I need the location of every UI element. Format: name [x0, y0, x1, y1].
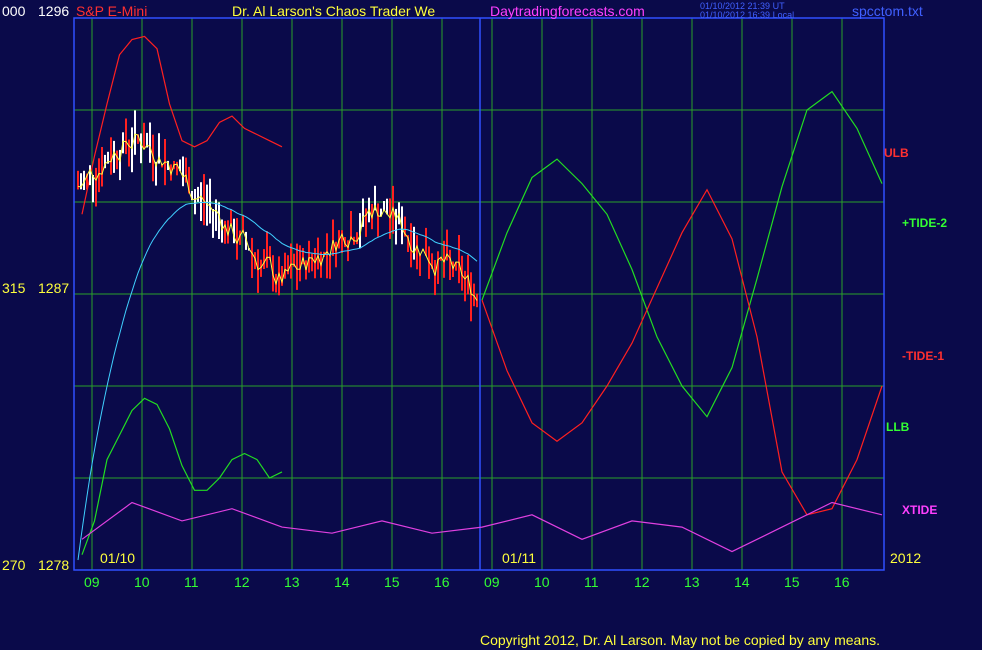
hour-tick-label: 13: [284, 574, 300, 590]
hour-tick-label: 12: [634, 574, 650, 590]
series-line--tide-2: [481, 90, 883, 418]
series-line--tide-1: [481, 188, 883, 516]
top-left-offset: 000: [2, 3, 26, 19]
series-label-xtide: XTIDE: [902, 503, 938, 517]
page-title: Dr. Al Larson's Chaos Trader We: [232, 3, 436, 19]
hour-tick-label: 11: [184, 574, 199, 590]
series-group: [81, 35, 883, 555]
date-label-day1: 01/10: [100, 550, 136, 566]
hour-tick-label: 16: [834, 574, 850, 590]
hour-tick-label: 14: [334, 574, 350, 590]
hour-tick-label: 14: [734, 574, 750, 590]
ut-timestamp: 01/10/2012 21:39 UT: [700, 1, 785, 11]
hour-tick-label: 10: [134, 574, 150, 590]
symbol-label: S&P E-Mini: [76, 3, 148, 19]
price-bars: [77, 110, 478, 561]
series-line-llb: [81, 397, 283, 555]
date-label-day2: 01/11: [502, 550, 536, 566]
series-label-tide2: +TIDE-2: [902, 216, 948, 230]
y-label-mid-offset: 315: [2, 280, 26, 296]
plot-border: [73, 17, 885, 571]
hour-tick-label: 09: [484, 574, 500, 590]
y-label-mid-price: 1287: [38, 280, 70, 296]
copyright-text: Copyright 2012, Dr. Al Larson. May not b…: [480, 632, 881, 648]
hour-tick-label: 09: [84, 574, 100, 590]
hour-tick-label: 12: [234, 574, 250, 590]
hour-tick-label: 15: [384, 574, 400, 590]
grid: [74, 18, 884, 570]
series-label-tide1: -TIDE-1: [902, 349, 944, 363]
y-label-low-offset: 270: [2, 557, 26, 573]
local-timestamp: 01/10/2012 16:39 Local: [700, 10, 795, 20]
hour-tick-label: 13: [684, 574, 700, 590]
series-label-ulb: ULB: [884, 146, 909, 160]
hour-tick-label: 15: [784, 574, 800, 590]
series-line-ulb: [81, 35, 283, 215]
y-label-low-price: 1278: [38, 557, 70, 573]
site-link[interactable]: Daytradingforecasts.com: [490, 3, 645, 19]
hour-tick-label: 10: [534, 574, 550, 590]
series-label-llb: LLB: [886, 420, 910, 434]
moving-average-slow: [77, 201, 478, 561]
date-label-year: 2012: [890, 550, 922, 566]
moving-average-fast: [77, 133, 478, 301]
series-line-xtide: [81, 501, 883, 553]
hour-tick-label: 16: [434, 574, 450, 590]
chart-frame: [73, 17, 885, 571]
top-price-label: 1296: [38, 3, 70, 19]
hour-tick-label: 11: [584, 574, 599, 590]
file-name: spcctom.txt: [852, 3, 923, 19]
